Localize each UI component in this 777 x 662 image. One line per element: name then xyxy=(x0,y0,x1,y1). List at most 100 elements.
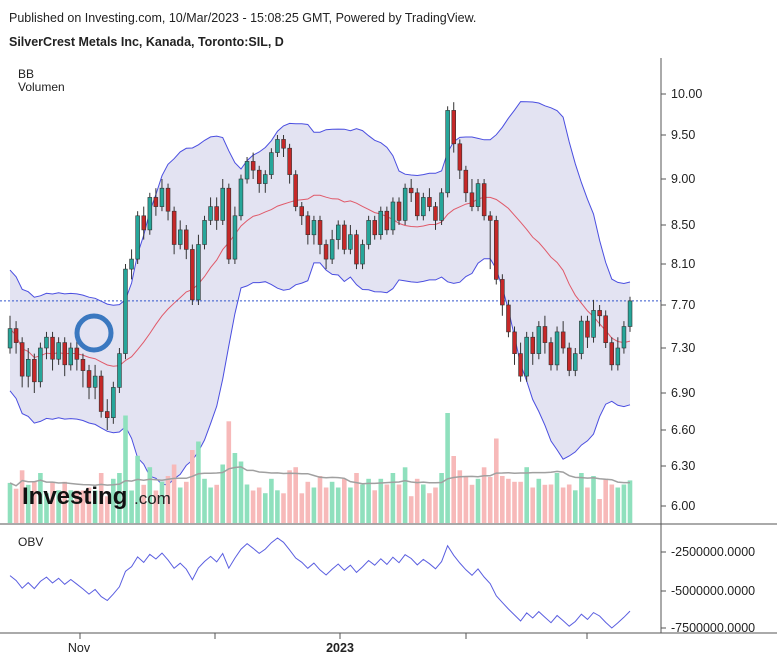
candle-body xyxy=(360,244,365,265)
candle-body xyxy=(80,358,86,371)
candle xyxy=(226,183,232,264)
candle-body xyxy=(408,187,414,194)
volume-bar xyxy=(378,478,384,523)
candle-body xyxy=(615,347,621,366)
candle-body xyxy=(311,220,317,236)
candle-body xyxy=(579,320,584,354)
candle xyxy=(457,139,463,179)
volume-bar xyxy=(263,493,268,523)
volume-bar xyxy=(317,476,323,523)
candle-body xyxy=(105,411,110,418)
candle xyxy=(566,342,572,377)
volume-bar xyxy=(402,467,408,523)
candle xyxy=(384,206,390,235)
candle xyxy=(518,342,523,382)
volume-bar xyxy=(86,487,92,523)
volume-bar xyxy=(487,477,493,523)
legend-obv: OBV xyxy=(18,535,43,549)
volume-bar xyxy=(238,461,244,523)
candle xyxy=(433,202,438,230)
candle xyxy=(80,353,86,388)
candle xyxy=(269,148,274,179)
volume-bar xyxy=(421,484,426,523)
candle xyxy=(560,321,566,354)
volume-bar xyxy=(542,484,548,524)
volume-bar xyxy=(451,456,456,523)
candle xyxy=(530,331,535,365)
volume-bar xyxy=(609,484,615,523)
candle xyxy=(250,152,256,179)
candle xyxy=(469,179,475,212)
candle-body xyxy=(56,342,61,360)
legend-volume: Volumen xyxy=(18,80,65,94)
highlight-circle xyxy=(74,313,114,353)
volume-bar xyxy=(585,487,590,523)
volume-bar xyxy=(366,478,371,523)
candle-body xyxy=(293,174,298,207)
candle xyxy=(32,353,37,393)
volume-bar xyxy=(220,464,225,523)
candle-body xyxy=(597,310,602,317)
highlight-ring xyxy=(74,313,114,353)
volume-bar xyxy=(342,478,347,523)
candle-body xyxy=(348,234,353,250)
volume-bar xyxy=(147,467,153,523)
volume-bar xyxy=(627,480,633,523)
candle xyxy=(190,244,195,305)
candle-body xyxy=(566,347,572,371)
volume-bar xyxy=(32,481,37,523)
volume-bar xyxy=(591,476,596,523)
volume-bar xyxy=(38,473,43,523)
candle xyxy=(293,170,298,212)
time-tick-label: Nov xyxy=(68,641,91,655)
legend-bb: BB xyxy=(18,67,34,81)
volume-bar xyxy=(98,473,104,523)
candle-body xyxy=(500,279,505,306)
candle xyxy=(572,348,578,377)
candle-body xyxy=(512,331,517,354)
volume-bar xyxy=(390,473,396,523)
volume-bar xyxy=(13,488,19,523)
candle xyxy=(548,337,554,371)
candle-body xyxy=(165,187,171,212)
volume-bar xyxy=(214,484,219,523)
volume-bar xyxy=(554,473,560,523)
price-tick-label: 6.00 xyxy=(671,499,695,513)
candle xyxy=(591,299,596,343)
candle xyxy=(475,179,481,212)
volume-bar xyxy=(372,490,377,524)
volume-bar xyxy=(19,470,25,524)
volume-bar xyxy=(287,470,292,523)
candle xyxy=(38,342,43,388)
candle-body xyxy=(123,268,128,354)
volume-bar xyxy=(494,438,499,523)
candle-body xyxy=(305,215,311,236)
candle-body xyxy=(141,215,147,231)
candle xyxy=(378,206,383,240)
candle xyxy=(299,202,304,225)
candle xyxy=(220,179,226,225)
candle xyxy=(481,179,487,221)
candle-body xyxy=(469,192,475,207)
volume-bar xyxy=(475,478,481,523)
volume-bar xyxy=(445,413,450,523)
candle xyxy=(7,315,13,354)
price-tick-label: 6.30 xyxy=(671,459,695,473)
candle xyxy=(603,310,608,348)
candle-body xyxy=(366,220,371,245)
candle xyxy=(196,234,201,305)
candle-body xyxy=(354,234,359,265)
candle xyxy=(202,215,207,250)
candle xyxy=(44,331,49,360)
volume-bar xyxy=(244,484,250,523)
candle-body xyxy=(220,187,226,221)
candle-body xyxy=(287,147,292,175)
candle-body xyxy=(396,201,402,221)
candle xyxy=(396,197,402,225)
volume-bar xyxy=(566,484,572,523)
candle-body xyxy=(445,110,450,194)
volume-bar xyxy=(560,487,566,523)
candle xyxy=(506,299,511,338)
candle xyxy=(214,197,219,230)
